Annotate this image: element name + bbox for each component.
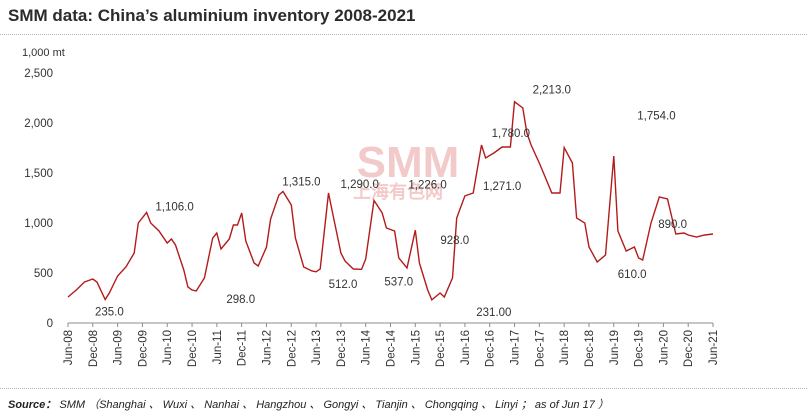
data-label: 512.0 — [329, 279, 358, 291]
source-note: Source： SMM （Shanghai 、 Wuxi 、 Nanhai 、 … — [8, 396, 609, 412]
x-tick-label: Jun-10 — [162, 330, 174, 365]
x-tick-label: Dec-19 — [634, 330, 646, 367]
data-label: 1,754.0 — [637, 111, 675, 123]
data-label: 1,290.0 — [341, 179, 379, 191]
data-label: 1,780.0 — [492, 128, 530, 140]
x-tick-label: Jun-09 — [113, 330, 125, 365]
data-label: 1,315.0 — [282, 177, 320, 189]
x-axis: Jun-08 Dec-08 Jun-09 Dec-09 Jun-10 Dec-10 Jun-… — [63, 322, 720, 367]
top-divider — [0, 34, 807, 35]
y-tick-label: 1,000 — [24, 218, 53, 230]
x-tick-label: Jun-16 — [460, 330, 472, 365]
x-tick-label: Dec-08 — [88, 330, 100, 367]
y-tick-label: 1,500 — [24, 168, 53, 180]
y-axis-unit: 1,000 mt — [22, 47, 65, 59]
x-tick-label: Jun-19 — [609, 330, 621, 365]
x-tick-label: Dec-14 — [386, 329, 398, 367]
x-tick-label: Dec-20 — [683, 330, 695, 367]
data-label: 231.00 — [476, 307, 511, 319]
x-tick-label: Jun-18 — [559, 330, 571, 365]
data-label: 928.0 — [440, 235, 469, 247]
data-labels: 235.0 1,106.0 298.0 1,315.0 512.0 1,290.0 537.… — [95, 85, 687, 319]
x-tick-label: Dec-16 — [485, 330, 497, 367]
chart-title: SMM data: China’s aluminium inventory 20… — [8, 6, 416, 25]
x-tick-label: Dec-12 — [286, 330, 298, 367]
y-tick-label: 500 — [34, 268, 53, 280]
x-tick-label: Jun-17 — [510, 330, 522, 365]
data-label: 890.0 — [658, 219, 687, 231]
x-tick-label: Dec-09 — [137, 330, 149, 367]
data-label: 1,226.0 — [408, 179, 446, 191]
y-tick-label: 2,500 — [24, 68, 53, 80]
x-tick-label: Dec-13 — [336, 330, 348, 367]
source-text: SMM （Shanghai 、 Wuxi 、 Nanhai 、 Hangzhou… — [59, 399, 609, 411]
data-label: 235.0 — [95, 307, 124, 319]
x-tick-label: Jun-14 — [361, 329, 373, 365]
data-label: 298.0 — [226, 294, 255, 306]
data-label: 537.0 — [384, 276, 413, 288]
source-label: Source： — [8, 399, 57, 411]
data-label: 1,271.0 — [483, 181, 521, 193]
y-tick-label: 0 — [47, 318, 53, 330]
y-axis: 0 500 1,000 1,500 2,000 2,500 — [24, 68, 53, 330]
x-tick-label: Jun-21 — [708, 330, 720, 365]
x-tick-label: Dec-17 — [534, 330, 546, 367]
watermark-subtext: 上海有色网 — [353, 181, 443, 203]
data-label: 1,106.0 — [155, 201, 193, 213]
data-label: 2,213.0 — [533, 85, 571, 97]
chart: SMM 上海有色网 1,000 mt 0 500 1,000 1,500 2,000 2,… — [22, 47, 720, 367]
series-line — [67, 100, 714, 302]
x-tick-label: Dec-18 — [584, 330, 596, 367]
watermark-logo: SMM — [357, 138, 460, 187]
x-tick-label: Jun-12 — [261, 330, 273, 365]
x-tick-label: Jun-20 — [658, 330, 670, 365]
y-tick-label: 2,000 — [24, 118, 53, 130]
x-tick-label: Jun-15 — [410, 330, 422, 365]
x-tick-label: Dec-10 — [187, 330, 199, 367]
bottom-divider — [0, 388, 807, 389]
x-tick-label: Dec-11 — [237, 330, 249, 366]
x-tick-label: Dec-15 — [435, 330, 447, 367]
data-label: 610.0 — [618, 269, 647, 281]
watermark: SMM 上海有色网 — [353, 138, 459, 203]
x-tick-label: Jun-08 — [63, 330, 75, 365]
x-tick-label: Jun-13 — [311, 330, 323, 365]
x-tick-label: Jun-11 — [212, 330, 224, 364]
